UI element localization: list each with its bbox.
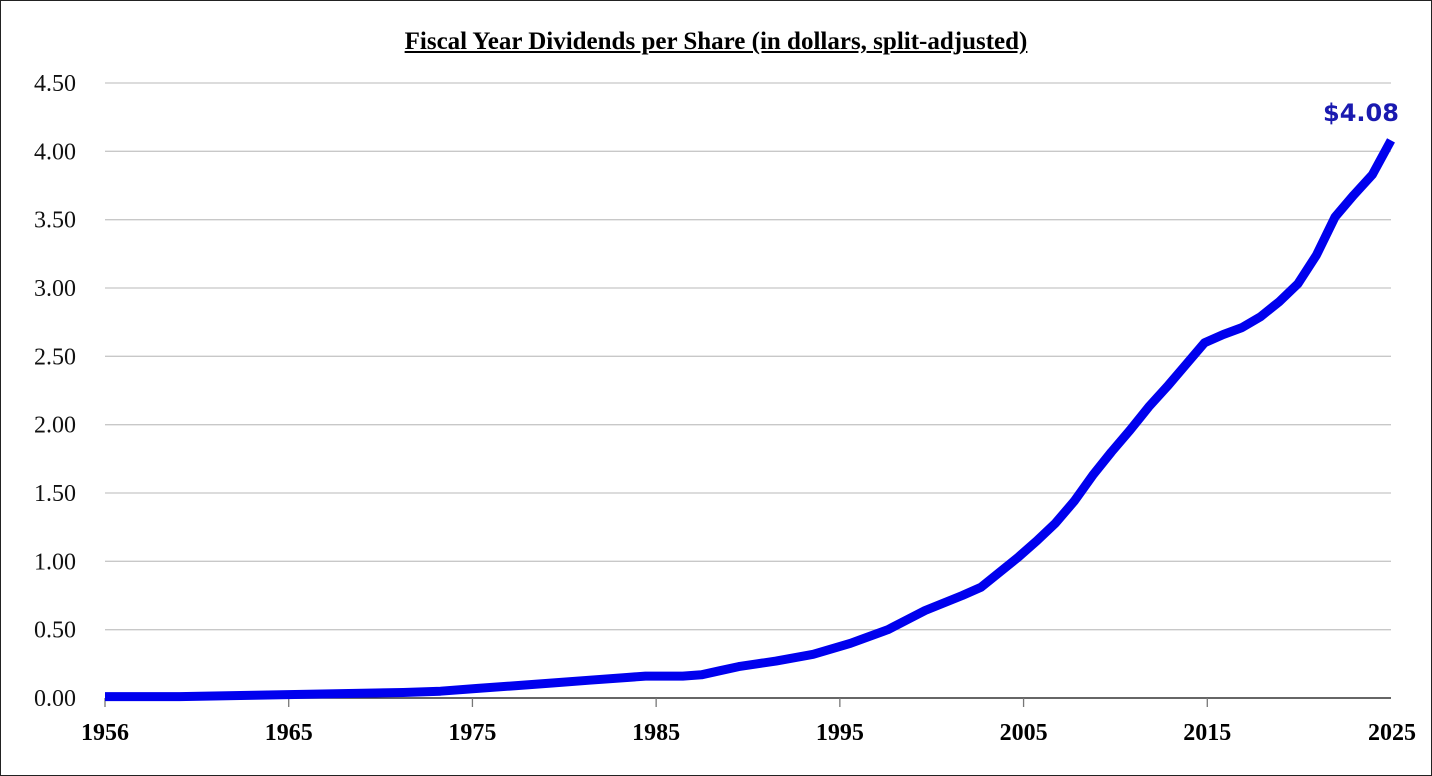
last-value-label: $4.08 [1323, 99, 1399, 127]
y-tick-label: 4.00 [34, 139, 76, 165]
y-tick-label: 3.50 [34, 208, 76, 234]
series-lines [105, 138, 1395, 702]
x-tick-label: 2025 [1368, 720, 1416, 746]
dividend-line [105, 138, 1395, 702]
y-tick-label: 1.00 [34, 549, 76, 575]
x-tick-label: 1956 [81, 720, 129, 746]
y-tick-label: 2.50 [34, 344, 76, 370]
x-tick-label: 2015 [1183, 720, 1231, 746]
y-tick-label: 2.00 [34, 413, 76, 439]
y-tick-label: 1.50 [34, 481, 76, 507]
y-tick-label: 3.00 [34, 276, 76, 302]
x-axis: 1956 1965 1975 1985 1995 2005 2015 2025 [81, 697, 1416, 746]
y-tick-label: 4.50 [34, 71, 76, 97]
x-tick-label: 1975 [448, 720, 496, 746]
x-tick-label: 1995 [816, 720, 864, 746]
gridlines [105, 82, 1391, 631]
y-tick-label: 0.50 [34, 618, 76, 644]
y-axis: 0.00 0.50 1.00 1.50 2.00 2.50 3.00 3.50 4.00 4.50 [34, 71, 76, 712]
chart-title: Fiscal Year Dividends per Share (in doll… [404, 28, 1028, 55]
annotations: $4.08 [1323, 99, 1399, 127]
y-tick-label: 0.00 [34, 686, 76, 712]
x-tick-label: 1985 [632, 720, 680, 746]
x-tick-label: 1965 [265, 720, 313, 746]
x-tick-label: 2005 [1000, 720, 1048, 746]
